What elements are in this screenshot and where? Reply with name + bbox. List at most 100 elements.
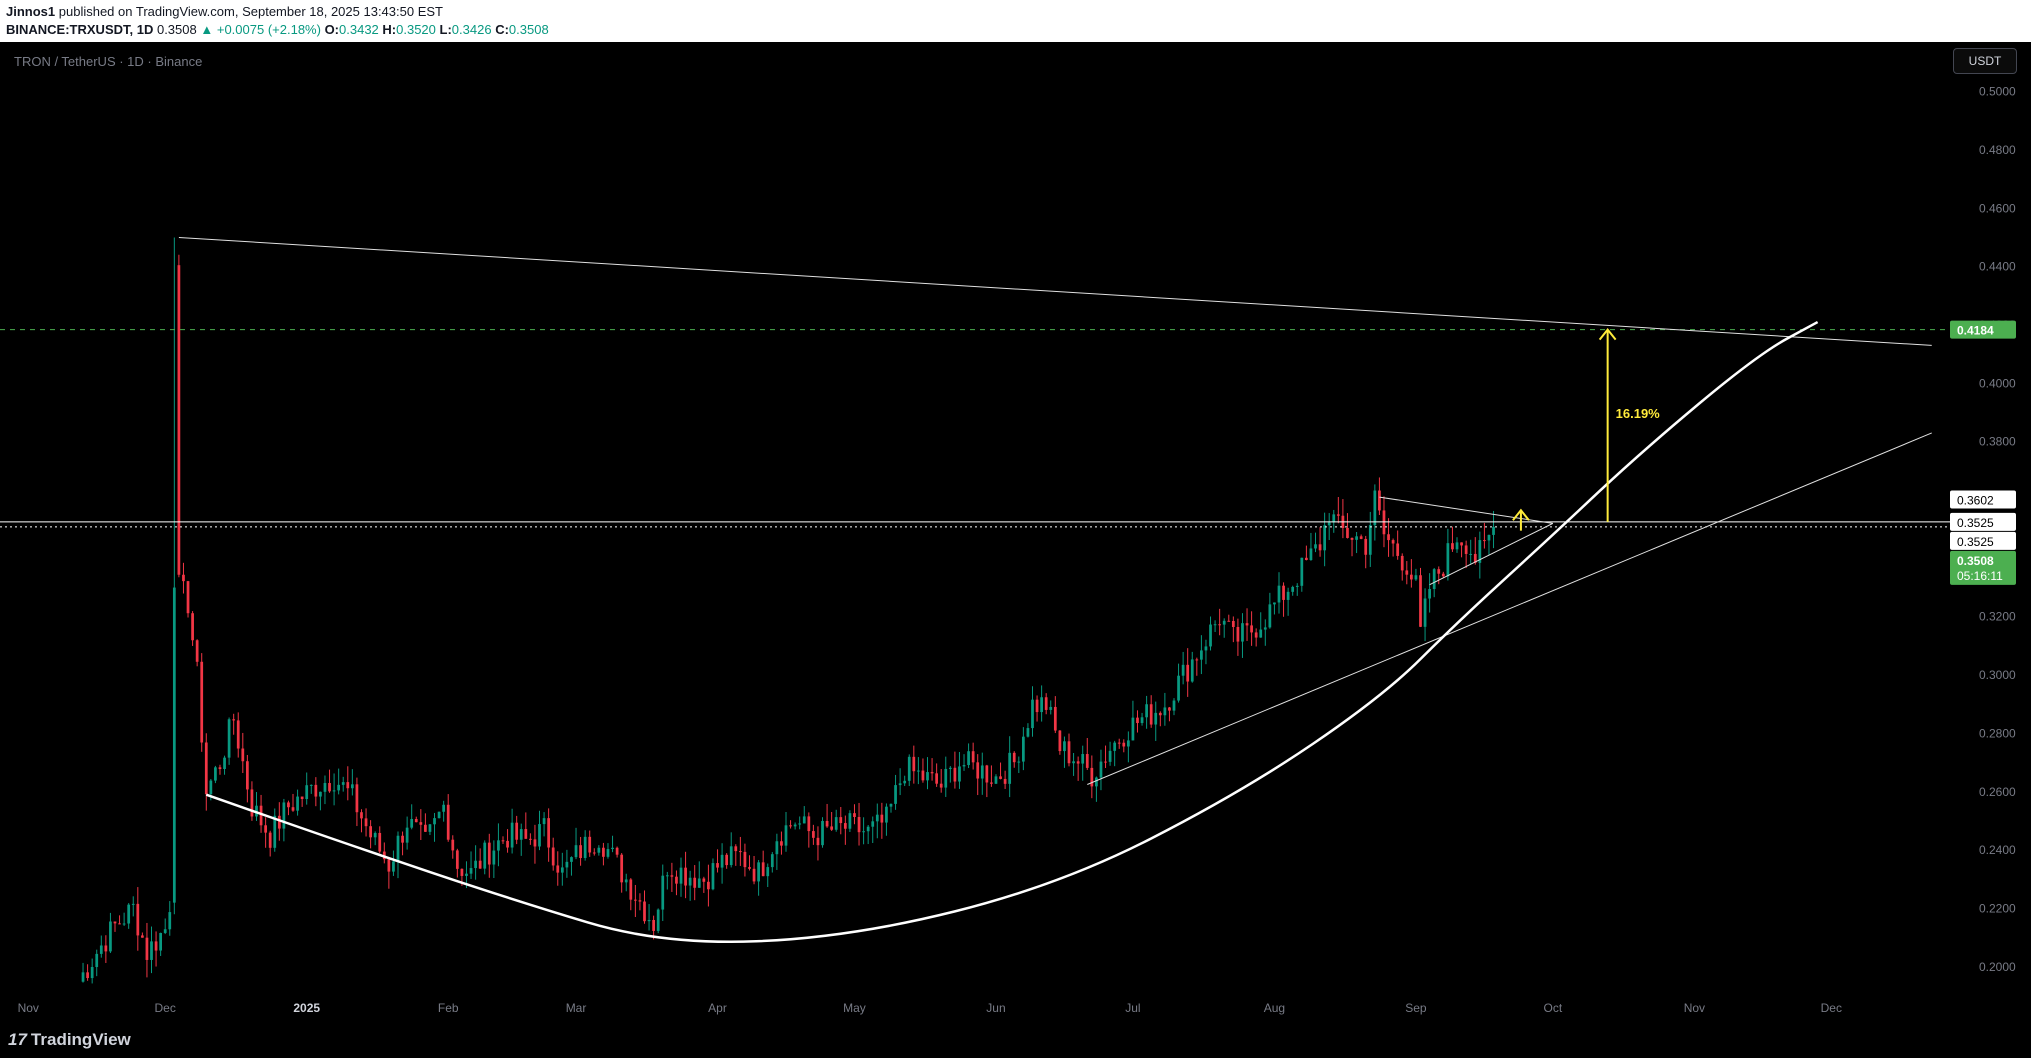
candle-body — [529, 838, 532, 840]
rounded-bottom-curve — [205, 320, 1819, 944]
candle-body — [661, 875, 665, 910]
candle-body — [1085, 754, 1089, 768]
candle-body — [944, 768, 948, 788]
currency-button[interactable]: USDT — [1953, 48, 2017, 74]
symbol-info: BINANCE:TRXUSDT, 1D 0.3508 ▲ +0.0075 (+2… — [6, 22, 549, 37]
footer: 17 TradingView — [0, 1022, 2031, 1058]
candle-body — [232, 719, 236, 721]
x-tick-label: May — [843, 1001, 866, 1015]
candle-body — [1396, 543, 1400, 556]
candle-body — [296, 796, 299, 811]
candle-body — [236, 720, 240, 749]
price-label-text: 0.3508 — [1957, 554, 1994, 568]
price-label-text: 0.3525 — [1957, 516, 1994, 530]
candle-body — [1195, 659, 1199, 661]
price-change: +0.0075 (+2.18%) — [216, 22, 321, 37]
candle-body — [1099, 761, 1103, 778]
x-tick-label: Aug — [1264, 1001, 1285, 1015]
candle-body — [807, 816, 811, 832]
high-value: 0.3520 — [396, 22, 436, 37]
candle-body — [1428, 589, 1431, 599]
candle-body — [602, 847, 605, 857]
price-label-box — [1950, 320, 2016, 339]
y-tick-label: 0.4400 — [1979, 260, 2016, 274]
y-tick-label: 0.2400 — [1979, 843, 2016, 857]
candle-body — [442, 804, 446, 812]
candle-body — [830, 826, 834, 830]
candle-body — [926, 772, 929, 781]
candle-body — [104, 945, 108, 952]
candle-body — [1040, 697, 1043, 713]
x-tick-label: Jun — [986, 1001, 1005, 1015]
candle-body — [1414, 575, 1418, 580]
tradingview-logo[interactable]: 17 TradingView — [8, 1030, 131, 1050]
price-label-text: 0.4184 — [1957, 324, 1994, 338]
candle-body — [894, 785, 897, 804]
candle-body — [95, 953, 99, 968]
candle-body — [665, 875, 669, 877]
candle-body — [1172, 700, 1176, 711]
candle-body — [1250, 625, 1253, 633]
candle-body — [209, 780, 213, 795]
candle-body — [277, 815, 281, 829]
candle-body — [1263, 627, 1267, 630]
candle-body — [812, 831, 815, 838]
candle-body — [1158, 712, 1162, 716]
candle-body — [319, 791, 322, 797]
candle-body — [1076, 761, 1080, 764]
candle-body — [725, 854, 729, 866]
candle-body — [967, 751, 970, 766]
price-chart[interactable]: 0.50000.48000.46000.44000.42000.40000.38… — [0, 42, 2031, 1022]
candle-body — [1483, 540, 1486, 542]
candle-body — [465, 873, 468, 876]
candle-body — [250, 789, 254, 817]
x-tick-label: Sep — [1405, 1001, 1427, 1015]
candle-body — [720, 854, 724, 868]
candle-body — [483, 842, 487, 869]
candle-body — [405, 827, 409, 843]
candle-body — [159, 932, 163, 951]
brand-name: TradingView — [30, 1030, 131, 1049]
candle-body — [862, 831, 865, 833]
candle-body — [857, 816, 861, 833]
candle-body — [323, 783, 327, 792]
open-label: O: — [324, 22, 340, 37]
author-name[interactable]: Jinnos1 — [6, 4, 56, 19]
candle-body — [761, 862, 765, 877]
y-tick-label: 0.3200 — [1979, 610, 2016, 624]
price-label-text: 0.3525 — [1957, 535, 1994, 549]
candle-body — [497, 840, 500, 851]
candle-body — [556, 865, 560, 873]
candle-body — [291, 807, 295, 811]
candle-body — [1432, 569, 1436, 590]
candle-body — [880, 814, 884, 823]
candle-body — [917, 770, 920, 772]
candle-body — [775, 841, 779, 855]
candle-body — [1049, 706, 1053, 710]
candle-body — [542, 818, 546, 825]
candle-body — [1090, 767, 1094, 787]
candle-body — [109, 921, 112, 952]
candle-body — [921, 770, 925, 781]
candle-body — [455, 850, 459, 869]
candle-body — [191, 613, 194, 641]
candle-body — [1190, 659, 1194, 682]
candle-body — [122, 923, 126, 925]
candle-body — [1259, 629, 1263, 638]
up-triangle-icon: ▲ — [200, 22, 214, 37]
candle-body — [985, 765, 989, 783]
candle-body — [1236, 627, 1240, 642]
candle-body — [204, 742, 208, 795]
candle-body — [1140, 717, 1144, 724]
candle-body — [1072, 761, 1075, 764]
candle-body — [1200, 650, 1203, 660]
candle-body — [716, 863, 719, 868]
y-tick-label: 0.4000 — [1979, 376, 2016, 390]
candle-body — [1222, 620, 1226, 625]
candle-body — [825, 820, 829, 827]
candle-body — [629, 879, 633, 900]
candle-body — [1400, 555, 1404, 571]
candle-body — [684, 867, 687, 886]
candle-body — [1231, 621, 1235, 628]
candle-body — [1227, 620, 1231, 622]
